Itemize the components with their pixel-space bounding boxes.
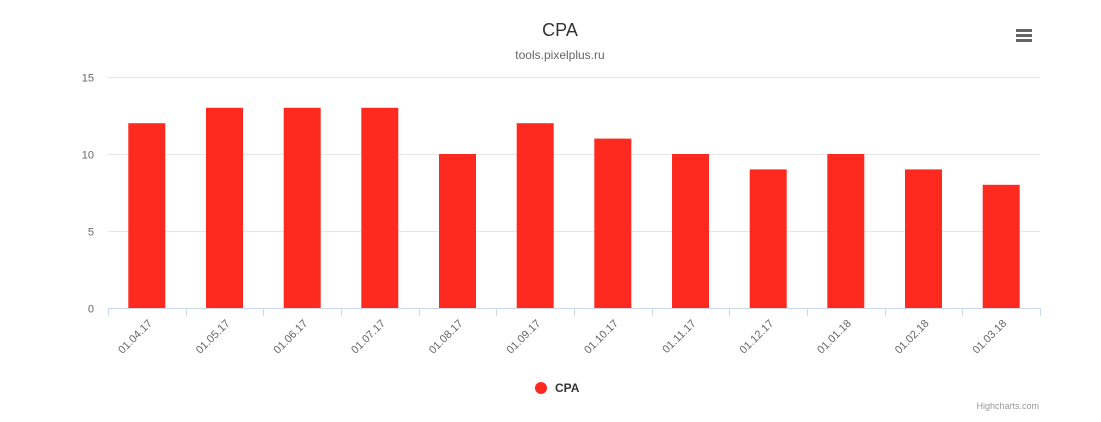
bar	[206, 107, 243, 308]
bar	[594, 138, 632, 308]
x-tick-label: 01.07.17	[349, 318, 388, 357]
y-tick-label: 10	[82, 150, 94, 162]
x-tick-label: 01.11.17	[660, 318, 698, 356]
bar	[439, 154, 476, 308]
chart-subtitle: tools.pixelplus.ru	[515, 48, 605, 62]
x-tick-label: 01.02.18	[893, 318, 932, 357]
x-tick-label: 01.12.17	[738, 318, 777, 357]
y-tick-label: 0	[88, 304, 94, 316]
x-tick-label: 01.04.17	[116, 318, 155, 357]
bar	[361, 107, 399, 308]
y-tick-label: 15	[82, 73, 94, 85]
x-tick-label: 01.08.17	[427, 318, 466, 357]
bar	[827, 154, 865, 308]
legend-swatch	[535, 382, 547, 394]
hamburger-menu-icon[interactable]	[1012, 24, 1036, 46]
bar	[128, 123, 166, 308]
bar	[516, 123, 554, 308]
bar	[283, 107, 321, 308]
bar	[905, 169, 942, 308]
x-tick-label: 01.06.17	[272, 318, 311, 357]
y-tick-label: 5	[88, 227, 94, 239]
credits-link[interactable]: Highcharts.com	[976, 401, 1039, 411]
bar	[982, 184, 1020, 308]
x-tick-label: 01.10.17	[582, 318, 621, 357]
chart-title: CPA	[542, 20, 578, 40]
x-tick-label: 01.05.17	[194, 318, 233, 357]
legend-item[interactable]: CPA	[535, 378, 579, 398]
bar	[672, 154, 709, 308]
bar	[749, 169, 787, 308]
x-tick-label: 01.03.18	[971, 318, 1010, 357]
x-tick-label: 01.09.17	[505, 318, 544, 357]
legend-label: CPA	[555, 381, 580, 395]
x-tick-label: 01.01.18	[815, 318, 854, 357]
